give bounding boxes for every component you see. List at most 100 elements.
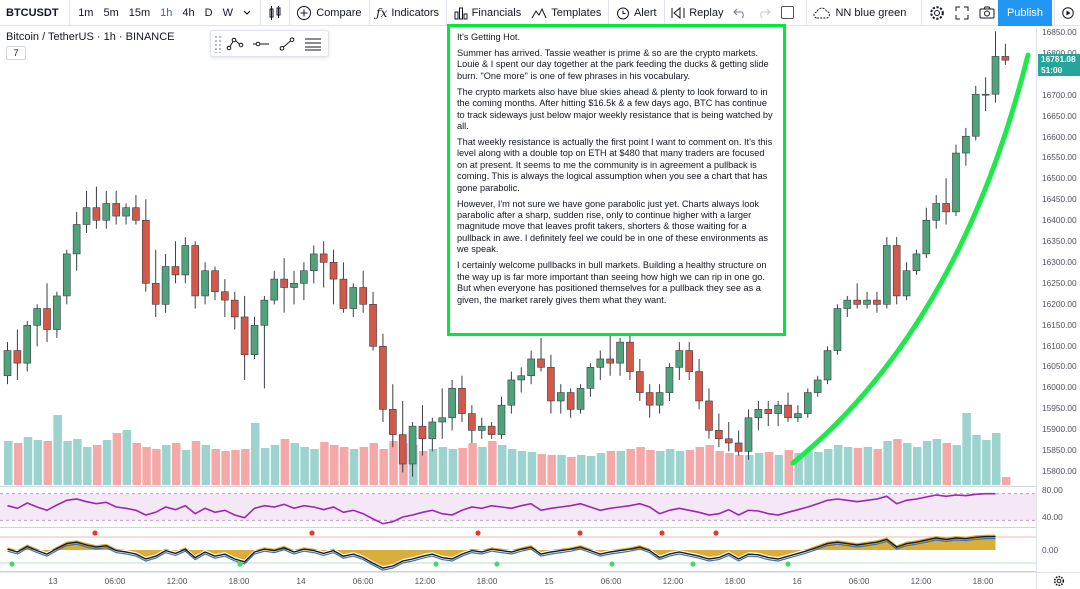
candle-body bbox=[971, 93, 980, 137]
time-label: 16 bbox=[792, 576, 802, 586]
volume-bar bbox=[359, 447, 369, 485]
volume-bar bbox=[616, 451, 626, 485]
undo-button[interactable] bbox=[728, 0, 752, 26]
candle-body bbox=[398, 434, 407, 465]
financials-button[interactable]: Financials bbox=[449, 0, 527, 26]
interval-w[interactable]: W bbox=[222, 6, 233, 19]
candle-body bbox=[211, 270, 219, 293]
divider bbox=[806, 0, 808, 26]
price-scale[interactable]: 16850.00 16800.00 16781.08 51:00 16700.0… bbox=[1036, 27, 1080, 589]
symbol-search[interactable]: BTCUSDT bbox=[6, 6, 59, 19]
publish-button[interactable]: Publish bbox=[998, 0, 1052, 26]
templates-icon bbox=[531, 7, 547, 18]
interval-4h[interactable]: 4h bbox=[182, 6, 195, 19]
replay-button[interactable]: Replay bbox=[666, 0, 728, 26]
candle-body bbox=[636, 371, 644, 393]
time-axis[interactable]: 13 06:00 12:00 18:00 14 06:00 12:00 18:0… bbox=[0, 572, 1036, 589]
interval-1h[interactable]: 1h bbox=[160, 6, 173, 19]
interval-1m[interactable]: 1m bbox=[78, 6, 94, 19]
compare-plus-icon bbox=[297, 5, 312, 20]
candle-body bbox=[33, 308, 41, 326]
candle-body bbox=[477, 425, 486, 431]
play-button[interactable] bbox=[1054, 0, 1080, 26]
candle-body bbox=[507, 379, 516, 406]
candle-body bbox=[626, 341, 634, 372]
top-toolbar: BTCUSDT 1m 5m 15m 1h 4h D W Compare ƒx I… bbox=[0, 0, 1080, 26]
volume-bar bbox=[1001, 477, 1011, 485]
interval-15m[interactable]: 15m bbox=[128, 6, 151, 19]
candle-body bbox=[13, 350, 22, 364]
volume-bar bbox=[13, 443, 23, 485]
candle-body bbox=[537, 358, 545, 368]
candle-body bbox=[675, 350, 684, 368]
volume-bar bbox=[23, 437, 33, 485]
chart-area[interactable]: Bitcoin / TetherUS · 1h · BINANCE 7 It's… bbox=[0, 24, 1080, 589]
fullscreen-button[interactable] bbox=[950, 0, 974, 26]
volume-bar bbox=[992, 433, 1001, 485]
fib-retracement-icon bbox=[305, 38, 321, 50]
candle-body bbox=[448, 388, 456, 419]
oscillator-dot bbox=[309, 530, 315, 536]
candle-body bbox=[596, 358, 605, 368]
snapshot-button[interactable] bbox=[974, 0, 1000, 26]
compare-button[interactable]: Compare bbox=[291, 0, 366, 26]
candle-body bbox=[665, 367, 674, 393]
text-note[interactable]: It's Getting Hot. Summer has arrived. Ta… bbox=[447, 24, 786, 336]
interval-dropdown-icon[interactable] bbox=[238, 7, 256, 19]
candle-body bbox=[181, 245, 190, 276]
interval-d[interactable]: D bbox=[204, 6, 213, 19]
candle-body bbox=[527, 358, 535, 377]
candle-body bbox=[428, 421, 437, 440]
trend-line-tool-button[interactable] bbox=[274, 31, 300, 56]
candle-body bbox=[813, 379, 822, 393]
volume-bar bbox=[705, 445, 714, 485]
drawing-toolbar bbox=[210, 30, 329, 57]
chart-canvas[interactable] bbox=[0, 27, 1036, 572]
scale-settings-button[interactable] bbox=[1036, 572, 1080, 589]
candle-body bbox=[695, 371, 703, 402]
interval-5m[interactable]: 5m bbox=[103, 6, 119, 19]
theme-selector[interactable]: NN blue green bbox=[776, 0, 911, 26]
settings-button[interactable] bbox=[924, 0, 950, 26]
volume-bar bbox=[824, 449, 833, 485]
time-label: 18:00 bbox=[228, 576, 250, 586]
legend-collapse-button[interactable]: 7 bbox=[6, 46, 26, 60]
candle-body bbox=[53, 295, 61, 330]
price-label: 16000.00 bbox=[1042, 382, 1077, 393]
indicators-button[interactable]: ƒx Indicators bbox=[371, 0, 444, 26]
candle-body bbox=[863, 299, 871, 305]
candle-body bbox=[655, 392, 664, 406]
alert-button[interactable]: Alert bbox=[611, 0, 662, 26]
indicators-label: Indicators bbox=[391, 6, 440, 19]
volume-bar bbox=[557, 455, 566, 485]
candle-body bbox=[339, 278, 348, 309]
redo-button[interactable] bbox=[752, 0, 776, 26]
volume-bar bbox=[735, 455, 744, 485]
candle-body bbox=[142, 219, 150, 284]
candle-body bbox=[72, 224, 81, 255]
volume-bar bbox=[695, 447, 705, 485]
oscillator-dot bbox=[237, 561, 243, 567]
candle-body bbox=[151, 283, 160, 305]
volume-bar bbox=[191, 441, 201, 485]
oscillator-dot bbox=[609, 561, 615, 567]
drag-handle[interactable] bbox=[214, 34, 222, 53]
note-paragraph: That weekly resistance is actually the f… bbox=[457, 137, 773, 193]
fib-tool-button[interactable] bbox=[300, 31, 326, 56]
candle-body bbox=[547, 367, 555, 402]
templates-button[interactable]: Templates bbox=[526, 0, 606, 26]
oscillator-area bbox=[7, 534, 996, 567]
candle-body bbox=[586, 367, 595, 389]
curve-annotation[interactable] bbox=[790, 52, 1031, 466]
chart-style-button[interactable] bbox=[263, 0, 287, 26]
time-label: 06:00 bbox=[352, 576, 374, 586]
time-label: 18:00 bbox=[724, 576, 746, 586]
volume-bar bbox=[784, 450, 794, 485]
volume-bar bbox=[636, 447, 645, 485]
volume-bar bbox=[92, 445, 102, 485]
theme-checkbox[interactable] bbox=[781, 6, 795, 19]
pattern-tool-button[interactable] bbox=[222, 31, 248, 56]
candle-body bbox=[794, 413, 802, 419]
note-paragraph: I certainly welcome pullbacks in bull ma… bbox=[457, 260, 767, 305]
horizontal-line-tool-button[interactable] bbox=[248, 31, 274, 56]
